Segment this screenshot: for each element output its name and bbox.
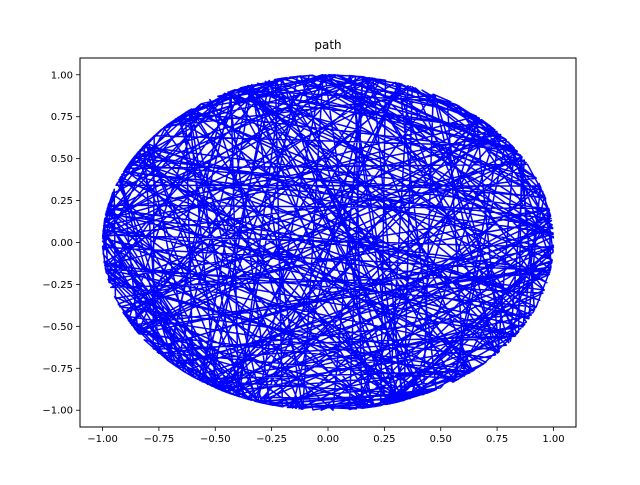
y-tick-label: −0.75 bbox=[42, 364, 73, 375]
x-tick-label: 1.00 bbox=[542, 434, 564, 445]
y-tick-label: −0.25 bbox=[42, 280, 73, 291]
x-tick-label: −0.25 bbox=[256, 434, 287, 445]
x-tick-label: 0.50 bbox=[430, 434, 452, 445]
x-tick-label: 0.00 bbox=[317, 434, 339, 445]
y-tick-label: −1.00 bbox=[42, 406, 73, 417]
x-tick-label: −0.75 bbox=[144, 434, 175, 445]
y-tick-label: 1.00 bbox=[51, 70, 73, 81]
y-tick-label: 0.50 bbox=[51, 154, 73, 165]
x-tick-label: −1.00 bbox=[87, 434, 118, 445]
x-tick-label: 0.25 bbox=[373, 434, 395, 445]
y-tick-label: −0.50 bbox=[42, 322, 73, 333]
x-tick-label: −0.50 bbox=[200, 434, 231, 445]
y-tick-label: 0.25 bbox=[51, 196, 73, 207]
x-tick-label: 0.75 bbox=[486, 434, 508, 445]
y-tick-label: 0.75 bbox=[51, 112, 73, 123]
y-tick-label: 0.00 bbox=[51, 238, 73, 249]
chart-title: path bbox=[314, 38, 341, 52]
